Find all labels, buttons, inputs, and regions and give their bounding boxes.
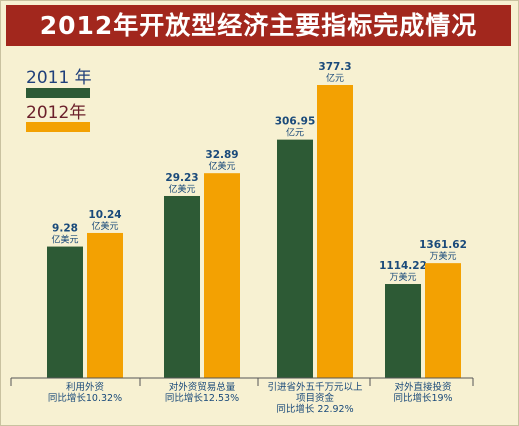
- data-label-unit: 亿美元: [51, 234, 78, 246]
- data-label-value: 1114.22: [379, 260, 427, 272]
- data-label-value: 32.89: [205, 149, 238, 161]
- data-label-value: 1361.62: [419, 239, 467, 251]
- legend-label-2012: 2012年: [26, 103, 86, 123]
- data-label-value: 377.3: [318, 61, 351, 73]
- bar-2012-3: [317, 85, 353, 378]
- legend-swatch-2012: [26, 122, 90, 132]
- bar-2011-1: [47, 246, 83, 378]
- data-label-value: 10.24: [88, 209, 121, 221]
- legend-swatch-2011: [26, 88, 90, 98]
- category-label: 引进省外五千万元以上: [267, 381, 363, 393]
- data-label-value: 9.28: [52, 223, 78, 235]
- category-label: 利用外资: [66, 381, 105, 393]
- bar-2011-4: [385, 284, 421, 378]
- data-label-unit: 亿元: [286, 127, 304, 139]
- bar-2012-4: [425, 263, 461, 378]
- category-label: 对外资贸易总量: [169, 381, 236, 393]
- category-label: 同比增长19%: [393, 392, 452, 404]
- data-label-value: 29.23: [165, 172, 198, 184]
- data-label-unit: 亿元: [326, 72, 344, 84]
- category-label: 对外直接投资: [394, 381, 452, 393]
- title-bar: 2012年开放型经济主要指标完成情况: [6, 5, 511, 46]
- category-label: 同比增长12.53%: [165, 392, 239, 404]
- chart-title: 2012年开放型经济主要指标完成情况: [39, 11, 478, 40]
- data-label-unit: 万美元: [429, 250, 456, 262]
- bar-2011-2: [164, 195, 200, 378]
- category-label: 同比增长10.32%: [48, 392, 122, 404]
- category-label: 项目资金: [296, 392, 335, 404]
- data-label-value: 306.95: [275, 116, 316, 128]
- legend-label-2011: 2011 年: [26, 68, 92, 88]
- data-label-unit: 亿美元: [91, 220, 118, 232]
- bar-2012-2: [204, 173, 240, 378]
- data-label-unit: 亿美元: [168, 183, 195, 195]
- bar-2011-3: [277, 139, 313, 378]
- category-label: 同比增长 22.92%: [276, 403, 353, 415]
- data-label-unit: 亿美元: [208, 160, 235, 172]
- bar-2012-1: [87, 232, 123, 378]
- data-label-unit: 万美元: [389, 271, 416, 283]
